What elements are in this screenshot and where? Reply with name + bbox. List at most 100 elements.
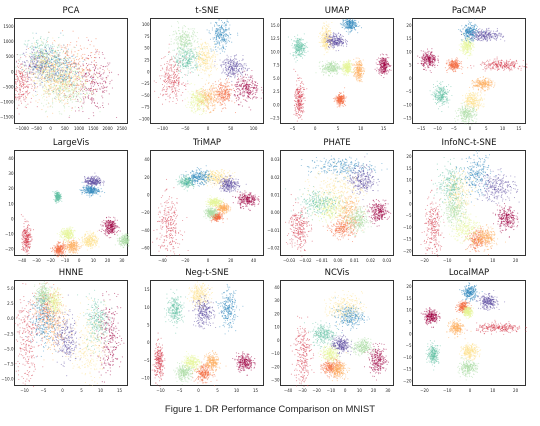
point <box>218 24 220 26</box>
point <box>183 84 186 86</box>
point <box>26 76 28 78</box>
point <box>213 50 215 52</box>
point <box>170 66 172 68</box>
point <box>15 89 17 91</box>
point <box>70 95 72 97</box>
point <box>22 94 24 96</box>
point <box>16 75 18 77</box>
point <box>62 30 64 32</box>
point <box>204 105 206 107</box>
point <box>206 60 208 62</box>
point <box>222 93 224 95</box>
point <box>178 54 180 56</box>
point <box>254 93 256 95</box>
point <box>44 65 46 67</box>
point <box>221 27 223 29</box>
point <box>184 37 186 39</box>
point <box>74 74 76 76</box>
point <box>22 61 24 63</box>
point <box>36 93 38 96</box>
point <box>49 76 51 78</box>
point <box>186 38 188 41</box>
point <box>178 88 180 90</box>
point <box>45 79 47 82</box>
point <box>210 64 212 66</box>
point <box>190 106 192 109</box>
point <box>221 97 223 99</box>
point <box>64 69 66 71</box>
point <box>167 63 169 65</box>
point <box>29 65 31 67</box>
point <box>40 61 42 63</box>
point <box>103 91 105 93</box>
point <box>235 55 237 57</box>
point <box>206 105 208 107</box>
point <box>196 100 199 102</box>
point <box>41 56 43 59</box>
point <box>169 34 171 37</box>
point <box>77 71 79 73</box>
point <box>171 70 173 72</box>
point <box>78 72 80 74</box>
point <box>228 100 231 102</box>
point <box>231 76 233 78</box>
y-tick-label: 500 <box>6 54 14 59</box>
point <box>61 48 63 51</box>
point <box>57 44 59 46</box>
point <box>92 112 94 114</box>
point <box>93 57 96 59</box>
point <box>208 97 210 99</box>
point <box>185 40 187 42</box>
point <box>72 83 74 85</box>
point <box>200 43 202 45</box>
point <box>170 68 172 70</box>
point <box>45 75 47 77</box>
point <box>56 88 58 90</box>
point <box>71 75 73 77</box>
point <box>83 98 85 100</box>
point <box>213 24 216 26</box>
point <box>222 96 224 98</box>
point <box>205 47 207 49</box>
point <box>90 99 93 101</box>
point <box>66 63 68 65</box>
point <box>90 63 92 66</box>
point <box>187 36 189 38</box>
point <box>33 89 35 91</box>
point <box>204 104 206 106</box>
point <box>28 63 30 65</box>
point <box>81 57 84 59</box>
point <box>209 92 211 94</box>
point <box>180 41 182 43</box>
point <box>14 81 16 83</box>
point <box>196 69 199 71</box>
point <box>178 57 180 59</box>
point <box>225 34 227 36</box>
point <box>56 71 59 73</box>
point <box>96 102 99 104</box>
point <box>205 68 207 70</box>
point <box>213 85 215 87</box>
point <box>188 62 191 64</box>
point <box>208 92 210 94</box>
point <box>71 86 74 88</box>
point <box>165 93 167 95</box>
point <box>199 108 202 110</box>
point <box>87 97 89 100</box>
point <box>177 56 179 58</box>
point <box>214 107 216 110</box>
point <box>215 40 217 42</box>
point <box>41 102 43 104</box>
point <box>199 101 201 103</box>
point <box>51 51 53 53</box>
point <box>180 48 182 50</box>
point <box>47 90 49 92</box>
point <box>82 111 84 113</box>
point <box>15 86 18 88</box>
point <box>93 69 95 71</box>
point <box>40 44 42 46</box>
point <box>197 41 199 43</box>
point <box>73 46 75 48</box>
point <box>185 63 187 65</box>
point <box>86 93 88 95</box>
